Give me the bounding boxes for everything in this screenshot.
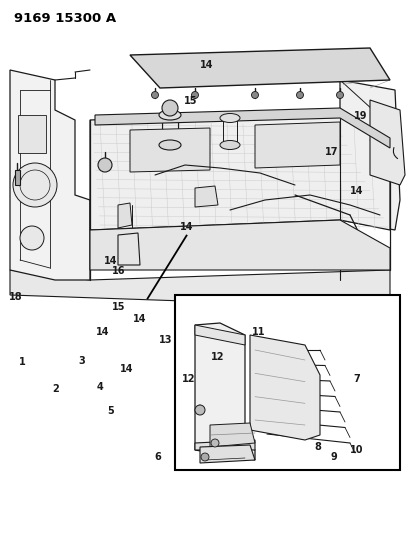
Polygon shape [130,48,389,88]
Polygon shape [254,122,339,168]
Polygon shape [195,440,254,450]
Polygon shape [209,423,254,447]
Polygon shape [130,128,209,172]
Text: 12: 12 [182,375,195,384]
Text: 2: 2 [52,384,58,394]
Text: 19: 19 [353,111,366,121]
Polygon shape [195,186,218,207]
Ellipse shape [220,114,239,123]
Circle shape [151,92,158,99]
Text: 14: 14 [133,314,146,324]
Polygon shape [339,80,399,230]
Text: 13: 13 [159,335,172,345]
Circle shape [296,92,303,99]
Ellipse shape [159,110,180,120]
Polygon shape [195,325,245,345]
Text: 8: 8 [314,442,320,451]
Circle shape [162,100,178,116]
Polygon shape [10,70,90,280]
Polygon shape [195,323,254,460]
Circle shape [195,405,204,415]
Text: 18: 18 [9,293,22,302]
Text: 14: 14 [104,256,117,266]
Circle shape [200,453,209,461]
Text: 17: 17 [325,147,338,157]
Text: 14: 14 [180,222,193,231]
Polygon shape [200,445,254,463]
Text: 9: 9 [330,453,337,462]
Text: 14: 14 [200,60,213,70]
Bar [175,295,399,470]
Polygon shape [369,100,404,185]
Circle shape [98,158,112,172]
Text: 15: 15 [112,302,125,312]
Bar [18,115,46,153]
Text: 10: 10 [349,446,362,455]
Text: 6: 6 [154,453,161,462]
Polygon shape [118,203,132,228]
Ellipse shape [220,141,239,149]
Circle shape [191,92,198,99]
Text: 7: 7 [353,375,359,384]
Polygon shape [249,335,319,440]
Text: 15: 15 [184,96,197,106]
Polygon shape [95,108,389,148]
Polygon shape [15,170,20,185]
Text: 1: 1 [19,358,26,367]
Text: 16: 16 [112,266,125,276]
Text: 14: 14 [96,327,109,336]
Text: 9169 15300 A: 9169 15300 A [14,12,116,25]
Polygon shape [90,110,389,230]
Text: 14: 14 [349,186,362,196]
Text: 11: 11 [251,327,264,336]
Polygon shape [10,270,389,305]
Text: 5: 5 [107,407,114,416]
Text: 14: 14 [120,364,133,374]
Circle shape [13,163,57,207]
Polygon shape [90,220,389,270]
Circle shape [20,226,44,250]
Circle shape [211,439,218,447]
Text: 4: 4 [97,382,103,392]
Circle shape [336,92,343,99]
Circle shape [251,92,258,99]
Text: 12: 12 [210,352,223,362]
Ellipse shape [159,140,180,150]
Polygon shape [354,195,379,225]
Text: 3: 3 [79,357,85,366]
Polygon shape [118,233,139,265]
